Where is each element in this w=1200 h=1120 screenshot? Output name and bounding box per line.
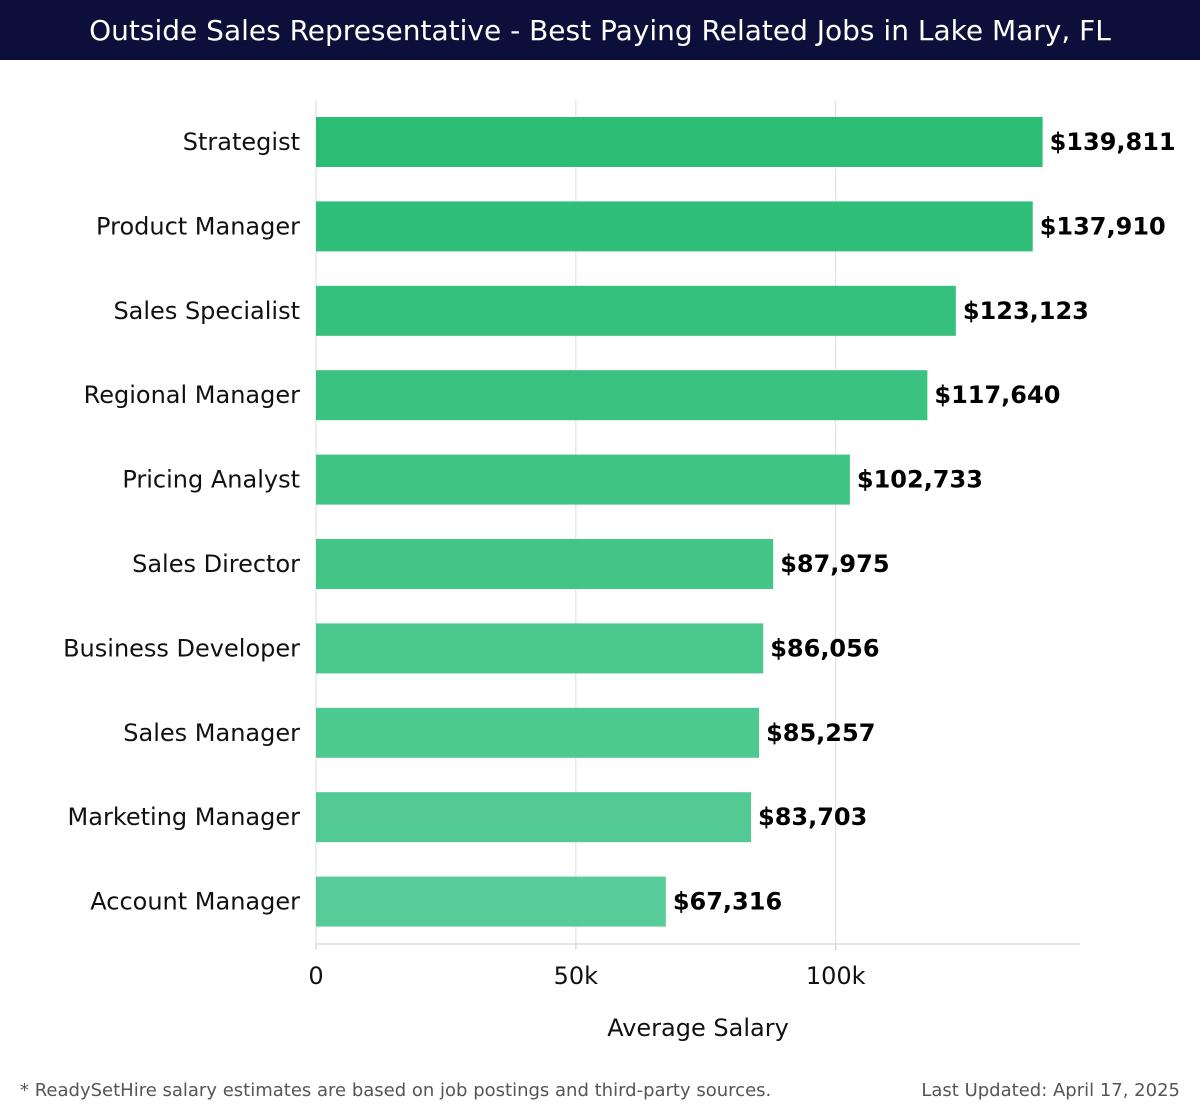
value-label: $86,056 [770, 634, 879, 662]
category-label: Sales Manager [123, 719, 300, 747]
category-label: Marketing Manager [68, 803, 301, 831]
x-tick-label: 0 [308, 962, 323, 990]
bar [316, 876, 666, 927]
value-label: $85,257 [766, 719, 875, 747]
value-label: $83,703 [758, 803, 867, 831]
category-label: Strategist [183, 128, 300, 156]
footnote: * ReadySetHire salary estimates are base… [20, 1080, 772, 1101]
category-label: Product Manager [96, 212, 300, 240]
bar [316, 707, 760, 758]
bars [316, 117, 1043, 927]
last-updated: Last Updated: April 17, 2025 [921, 1080, 1180, 1101]
value-label: $67,316 [673, 888, 782, 916]
bar [316, 623, 764, 674]
value-label: $139,811 [1050, 128, 1176, 156]
category-label: Sales Specialist [113, 297, 300, 325]
category-label: Sales Director [132, 550, 300, 578]
x-axis-label: Average Salary [607, 1014, 789, 1042]
value-label: $87,975 [780, 550, 889, 578]
bar [316, 792, 752, 843]
bar [316, 539, 774, 589]
bar [316, 370, 928, 421]
chart-title: Outside Sales Representative - Best Payi… [0, 0, 1200, 60]
x-tick-label: 50k [554, 962, 599, 990]
bar [316, 285, 956, 336]
x-tick-label: 100k [806, 962, 866, 990]
bar [316, 117, 1043, 167]
category-label: Account Manager [90, 888, 300, 916]
bar [316, 454, 850, 505]
category-label: Pricing Analyst [122, 466, 300, 494]
category-label: Business Developer [63, 634, 300, 662]
bar-chart: Strategist $139,811 Product Manager $137,91… [63, 100, 1176, 1042]
bar [316, 201, 1033, 252]
labels: Strategist $139,811 Product Manager $137,91… [63, 128, 1176, 916]
value-label: $123,123 [963, 297, 1089, 325]
value-label: $117,640 [934, 381, 1060, 409]
category-label: Regional Manager [84, 381, 300, 409]
value-label: $102,733 [857, 466, 983, 494]
value-label: $137,910 [1040, 212, 1166, 240]
axes: 0 50k 100k Average Salary [308, 943, 1080, 1042]
